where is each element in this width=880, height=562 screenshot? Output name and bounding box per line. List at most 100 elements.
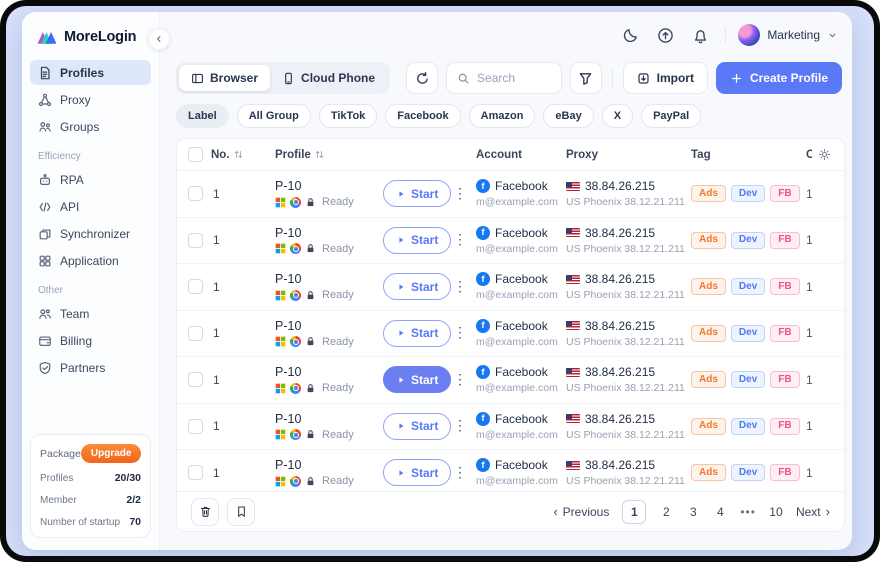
start-button[interactable]: Start bbox=[383, 319, 452, 347]
start-button[interactable]: Start bbox=[383, 180, 452, 208]
row-menu-button[interactable]: ⋮ bbox=[453, 184, 467, 201]
import-button[interactable]: Import bbox=[622, 62, 708, 94]
row-menu-button[interactable]: ⋮ bbox=[453, 324, 467, 341]
previous-page-button[interactable]: ‹ Previous bbox=[553, 504, 610, 519]
row-menu-button[interactable]: ⋮ bbox=[453, 370, 467, 387]
row-menu-button[interactable]: ⋮ bbox=[453, 231, 467, 248]
row-checkbox[interactable] bbox=[188, 418, 203, 434]
tag-chip: FB bbox=[770, 278, 800, 296]
sidebar-item-billing[interactable]: Billing bbox=[30, 328, 151, 353]
sidebar-collapse-button[interactable] bbox=[148, 28, 170, 50]
moon-icon bbox=[622, 27, 639, 44]
sidebar-item-api[interactable]: API bbox=[30, 194, 151, 219]
open-count: 1 bbox=[806, 465, 813, 480]
tag-chip: Ads bbox=[691, 278, 726, 296]
upload-button[interactable] bbox=[652, 22, 678, 48]
page-3[interactable]: 3 bbox=[690, 504, 697, 519]
row-checkbox[interactable] bbox=[188, 325, 203, 341]
column-settings-button[interactable] bbox=[815, 146, 833, 164]
delete-button[interactable] bbox=[191, 497, 219, 526]
tab-cloud-phone[interactable]: Cloud Phone bbox=[270, 65, 387, 91]
row-checkbox[interactable] bbox=[188, 232, 203, 248]
page-4[interactable]: 4 bbox=[717, 504, 724, 519]
package-row-value: 20/30 bbox=[114, 472, 141, 484]
tag-list: Ads Dev FB bbox=[691, 278, 806, 296]
account-email: m@example.com bbox=[476, 289, 558, 302]
refresh-button[interactable] bbox=[406, 62, 439, 94]
package-row-label: Member bbox=[40, 494, 77, 506]
sidebar-item-team[interactable]: Team bbox=[30, 301, 151, 326]
account-email: m@example.com bbox=[476, 196, 558, 209]
row-checkbox[interactable] bbox=[188, 372, 203, 388]
row-number: 1 bbox=[213, 326, 220, 341]
package-panel: Package Upgrade Profiles 20/30 Member 2/2 Nu… bbox=[30, 434, 151, 538]
filter-pill-x[interactable]: X bbox=[601, 104, 634, 128]
account-platform: Facebook bbox=[495, 225, 548, 240]
filter-button[interactable] bbox=[569, 62, 602, 94]
start-button[interactable]: Start bbox=[383, 459, 452, 487]
filter-pill-label[interactable]: Label bbox=[176, 104, 229, 128]
row-menu-button[interactable]: ⋮ bbox=[453, 277, 467, 294]
proxy-location: US Phoenix 38.12.21.211 bbox=[566, 289, 685, 302]
tab-browser[interactable]: Browser bbox=[179, 65, 271, 91]
sidebar-item-rpa[interactable]: RPA bbox=[30, 167, 151, 192]
us-flag-icon bbox=[566, 274, 580, 284]
column-no[interactable]: No. bbox=[211, 149, 275, 161]
tag-chip: Dev bbox=[730, 231, 766, 249]
proxy-ip: 38.84.26.215 bbox=[585, 318, 656, 333]
page-2[interactable]: 2 bbox=[663, 504, 670, 519]
toolbar: Browser Cloud Phone Import Create Profile bbox=[160, 58, 852, 94]
package-row: Member 2/2 bbox=[40, 489, 141, 511]
filter-pill-paypal[interactable]: PayPal bbox=[641, 104, 702, 128]
start-button[interactable]: Start bbox=[383, 412, 452, 440]
windows-icon bbox=[275, 429, 286, 440]
start-label: Start bbox=[411, 465, 439, 480]
topbar: Marketing bbox=[160, 12, 852, 58]
sidebar-item-proxy[interactable]: Proxy bbox=[30, 87, 151, 112]
row-checkbox[interactable] bbox=[188, 279, 203, 295]
create-profile-button[interactable]: Create Profile bbox=[715, 62, 842, 94]
arrow-up-circle-icon bbox=[657, 27, 674, 44]
filter-pill-all-group[interactable]: All Group bbox=[236, 104, 311, 128]
refresh-icon bbox=[415, 71, 430, 86]
row-checkbox[interactable] bbox=[188, 465, 203, 481]
file-icon bbox=[38, 66, 52, 80]
search-input[interactable] bbox=[477, 71, 551, 85]
filter-pill-ebay[interactable]: eBay bbox=[543, 104, 594, 128]
start-label: Start bbox=[411, 233, 439, 248]
group-filter-row: Label All Group TikTok Facebook Amazon eBay X P… bbox=[160, 94, 852, 136]
bookmark-button[interactable] bbox=[227, 497, 255, 526]
page-10[interactable]: 10 bbox=[769, 504, 783, 519]
account-menu[interactable]: Marketing bbox=[738, 24, 838, 46]
tag-chip: Dev bbox=[730, 371, 766, 389]
filter-pill-amazon[interactable]: Amazon bbox=[468, 104, 536, 128]
sidebar-item-synchronizer[interactable]: Synchronizer bbox=[30, 221, 151, 246]
sidebar-item-application[interactable]: Application bbox=[30, 248, 151, 273]
column-profile[interactable]: Profile bbox=[275, 149, 383, 161]
upgrade-button[interactable]: Upgrade bbox=[80, 444, 142, 463]
page-1[interactable]: 1 bbox=[622, 499, 647, 524]
morelogin-logo-icon bbox=[37, 32, 57, 44]
sidebar-item-label: RPA bbox=[60, 172, 84, 187]
chrome-icon bbox=[290, 243, 301, 255]
filter-pill-tiktok[interactable]: TikTok bbox=[318, 104, 378, 128]
filter-pill-facebook[interactable]: Facebook bbox=[385, 104, 461, 128]
sidebar-item-partners[interactable]: Partners bbox=[30, 355, 151, 380]
proxy-location: US Phoenix 38.12.21.211 bbox=[566, 475, 685, 488]
next-page-button[interactable]: Next › bbox=[795, 504, 830, 519]
row-checkbox[interactable] bbox=[188, 186, 203, 202]
row-menu-button[interactable]: ⋮ bbox=[453, 417, 467, 434]
topbar-divider bbox=[725, 27, 727, 43]
start-button[interactable]: Start bbox=[383, 226, 452, 254]
api-icon bbox=[38, 200, 52, 214]
dark-mode-button[interactable] bbox=[617, 22, 643, 48]
sidebar-item-profiles[interactable]: Profiles bbox=[30, 60, 151, 85]
profile-name: P-10 bbox=[275, 411, 302, 426]
row-menu-button[interactable]: ⋮ bbox=[453, 463, 467, 480]
start-button[interactable]: Start bbox=[383, 366, 452, 394]
tag-list: Ads Dev FB bbox=[691, 417, 806, 435]
notifications-button[interactable] bbox=[687, 22, 713, 48]
sidebar-item-groups[interactable]: Groups bbox=[30, 114, 151, 139]
start-button[interactable]: Start bbox=[383, 273, 452, 301]
select-all-checkbox[interactable] bbox=[188, 147, 203, 162]
